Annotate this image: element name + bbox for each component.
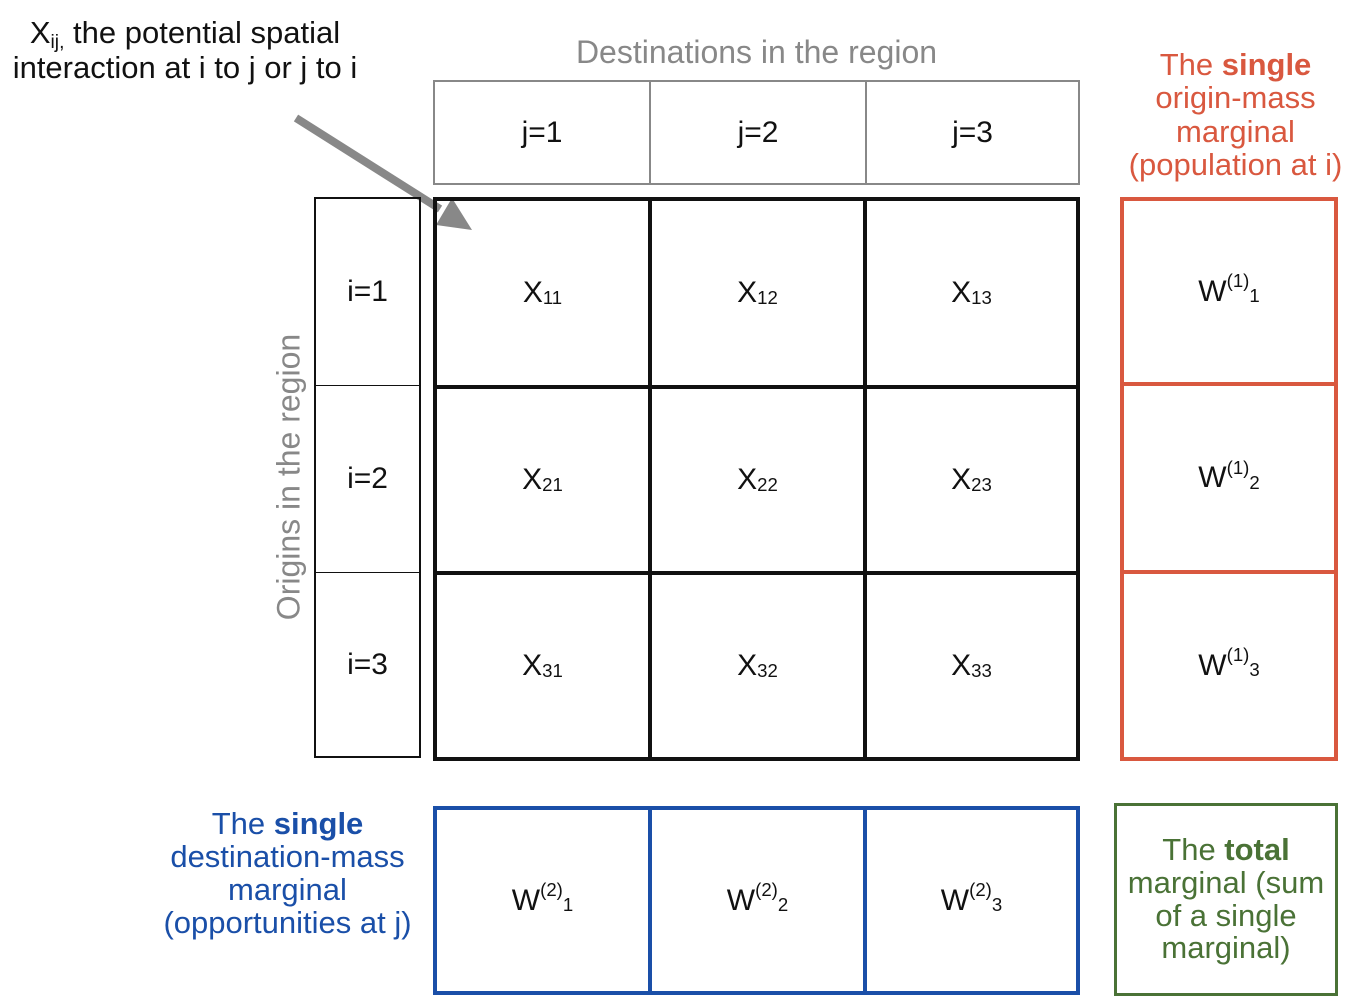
origin-marginal-cell-3: W (1) 3 xyxy=(1198,644,1260,682)
annotation-description: the potential spatial interaction at i t… xyxy=(12,15,358,86)
row-header-i2: i=2 xyxy=(316,386,419,573)
column-header-j2: j=2 xyxy=(651,82,867,183)
matrix-hline-2 xyxy=(437,571,1076,575)
row-header-column: i=1 i=2 i=3 xyxy=(314,197,421,758)
destination-marginal-cell-2: W (2) 2 xyxy=(652,810,867,991)
origin-marginal-cell-1: W (1) 1 xyxy=(1124,201,1334,386)
column-header-row: j=1 j=2 j=3 xyxy=(433,80,1080,185)
arrow-shaft xyxy=(293,114,443,213)
annotation-subscript: ij, xyxy=(50,31,65,53)
row-header-i1: i=1 xyxy=(316,199,419,386)
matrix-cell-x13: X 13 xyxy=(951,276,992,309)
destinations-title: Destinations in the region xyxy=(575,34,938,70)
matrix-cell-x23: X 23 xyxy=(951,463,992,496)
column-header-j1: j=1 xyxy=(435,82,651,183)
origin-marginal-label: The single origin-mass marginal (populat… xyxy=(1128,47,1343,183)
matrix-cell-x12: X 12 xyxy=(737,276,778,309)
annotation-text: Xij, the potential spatial interaction a… xyxy=(5,15,365,85)
destination-marginal-cell-3: W (2) 3 xyxy=(940,879,1003,917)
matrix-cell-x31: X 31 xyxy=(522,649,563,682)
destination-marginal-cell-1: W (2) 1 xyxy=(437,810,652,991)
destination-marginal-label: The single destination-mass marginal (op… xyxy=(163,806,412,940)
origin-marginal-column: W (1) 1 W (1) 2 W (1) 3 xyxy=(1120,197,1338,761)
matrix-cell-x22: X 22 xyxy=(737,463,778,496)
annotation-x: X xyxy=(29,15,51,50)
matrix-cell-x32: X 32 xyxy=(737,649,778,682)
column-header-j3: j=3 xyxy=(952,115,993,149)
matrix-cell-x11: X 11 xyxy=(522,276,563,309)
matrix-vline-2 xyxy=(863,201,867,757)
arrow-head xyxy=(436,198,472,230)
origin-marginal-cell-2: W (1) 2 xyxy=(1124,386,1334,574)
matrix-hline-1 xyxy=(437,385,1076,389)
interaction-matrix: X 11 X 12 X 13 X 21 X 22 X 23 X 31 X 32 X 33 xyxy=(433,197,1080,761)
row-header-i3: i=3 xyxy=(347,647,388,681)
matrix-vline-1 xyxy=(648,201,652,757)
total-marginal-label: The total marginal (sum of a single marg… xyxy=(1127,831,1325,966)
total-marginal-box: The total marginal (sum of a single marg… xyxy=(1114,803,1338,996)
matrix-cell-x21: X 21 xyxy=(522,463,563,496)
destination-marginal-row: W (2) 1 W (2) 2 W (2) 3 xyxy=(433,806,1080,995)
matrix-cell-x33: X 33 xyxy=(951,649,992,682)
origins-title: Origins in the region xyxy=(270,333,307,621)
